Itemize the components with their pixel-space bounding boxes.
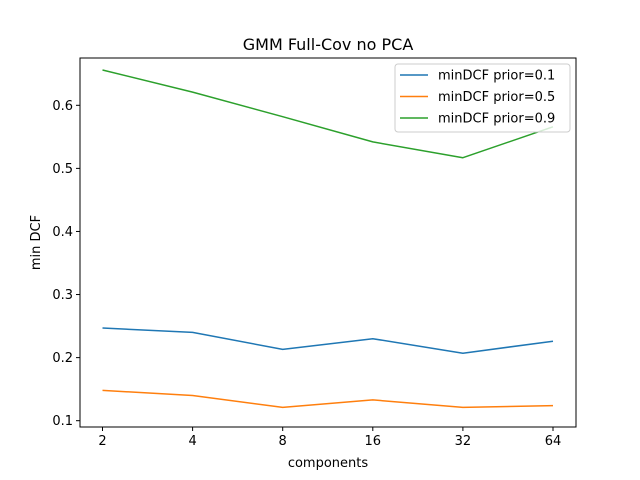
y-tick-label: 0.1 [52,414,73,429]
legend-label-2: minDCF prior=0.5 [438,90,555,105]
x-tick-label: 16 [365,434,382,449]
legend-box [394,63,571,133]
x-tick-label: 32 [455,434,472,449]
x-tick-label: 64 [545,434,562,449]
y-axis: 0.1 0.2 0.3 0.4 0.5 0.6 [52,99,80,429]
plot-frame [79,57,577,428]
x-axis: 2 4 8 16 32 64 [98,427,561,449]
y-tick-label: 0.3 [52,288,73,303]
series-line-1 [102,327,554,354]
y-tick-label: 0.2 [52,351,73,366]
x-tick-label: 2 [98,434,106,449]
y-axis-label: min DCF [29,215,44,270]
series-line-3 [102,69,554,159]
legend-label-1: minDCF prior=0.1 [438,69,555,84]
legend: minDCF prior=0.1 minDCF prior=0.5 minDCF p… [394,63,571,133]
series-line-2 [102,389,554,409]
x-tick-label: 8 [279,434,287,449]
y-tick-label: 0.6 [52,99,73,114]
series-layer [102,69,554,409]
legend-label-3: minDCF prior=0.9 [438,112,555,127]
x-axis-label: components [288,456,369,471]
y-tick-label: 0.5 [52,162,73,177]
y-tick-label: 0.4 [52,225,73,240]
chart-title: GMM Full-Cov no PCA [243,35,414,54]
x-tick-label: 4 [188,434,196,449]
